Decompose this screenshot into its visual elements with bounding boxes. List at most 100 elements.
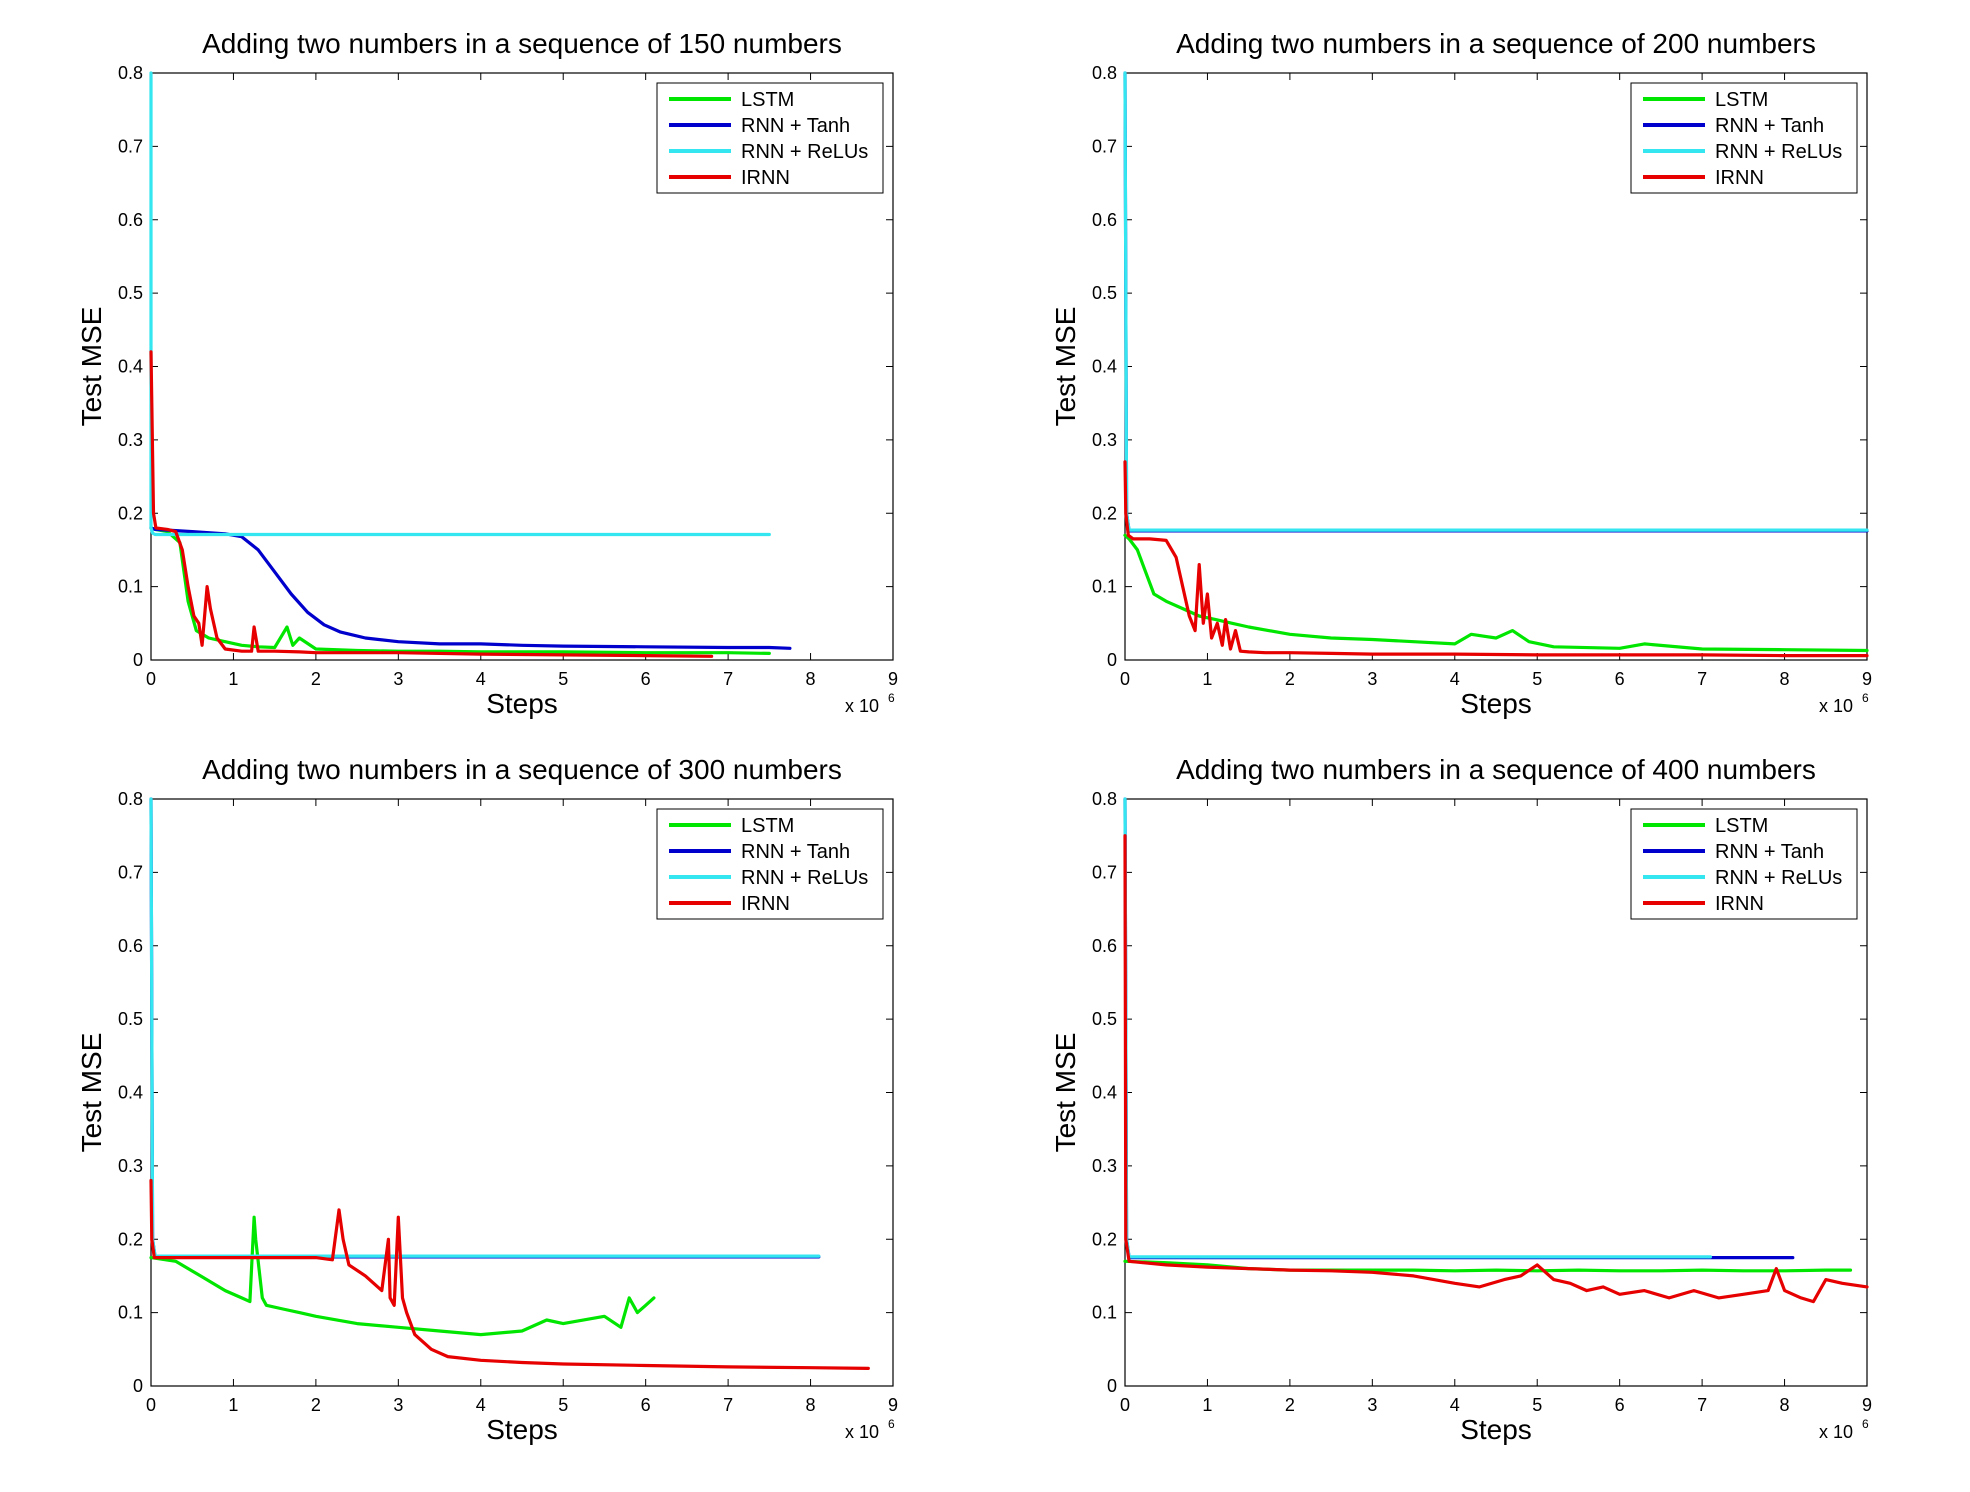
x-multiplier: x 10 — [845, 1422, 879, 1442]
series-line-lstm — [149, 1215, 656, 1337]
y-tick-label: 0.6 — [1092, 936, 1117, 956]
legend-box — [656, 808, 884, 920]
y-tick-label: 0.8 — [1092, 789, 1117, 809]
y-tick-label: 0.1 — [1092, 577, 1117, 597]
chart-title: Adding two numbers in a sequence of 400 … — [1176, 754, 1816, 785]
x-multiplier: x 10 — [1819, 696, 1853, 716]
x-tick-label: 4 — [476, 669, 486, 689]
legend-label: RNN + ReLUs — [741, 141, 868, 163]
y-tick-label: 0.4 — [118, 357, 143, 377]
y-tick-label: 0.6 — [118, 210, 143, 230]
chart-title: Adding two numbers in a sequence of 300 … — [202, 754, 842, 785]
x-tick-label: 5 — [1532, 669, 1542, 689]
y-tick-label: 0.3 — [1092, 430, 1117, 450]
y-tick-label: 0.2 — [1092, 503, 1117, 523]
x-tick-label: 8 — [1780, 1395, 1790, 1415]
y-tick-label: 0.7 — [1092, 136, 1117, 156]
legend-label: RNN + Tanh — [741, 841, 850, 863]
legend-label: RNN + Tanh — [741, 115, 850, 137]
x-tick-label: 9 — [1862, 669, 1872, 689]
y-axis-label: Test MSE — [1050, 307, 1081, 427]
x-tick-label: 1 — [228, 1395, 238, 1415]
x-multiplier-exponent: 6 — [888, 1417, 895, 1431]
y-tick-label: 0.3 — [1092, 1156, 1117, 1176]
legend: LSTM RNN + Tanh RNN + ReLUs IRNN — [1630, 82, 1858, 194]
y-tick-label: 0.7 — [118, 136, 143, 156]
y-tick-label: 0.6 — [1092, 210, 1117, 230]
legend-label: RNN + Tanh — [1715, 115, 1824, 137]
series-line-irnn — [149, 350, 714, 658]
y-axis-label: Test MSE — [76, 307, 107, 427]
y-axis-label: Test MSE — [76, 1033, 107, 1153]
y-tick-label: 0 — [1107, 650, 1117, 670]
x-tick-label: 7 — [723, 669, 733, 689]
y-tick-label: 0.5 — [118, 1009, 143, 1029]
x-tick-label: 3 — [1367, 669, 1377, 689]
legend-box — [1630, 808, 1858, 920]
x-tick-label: 9 — [888, 669, 898, 689]
series-line-rnn-relus — [149, 71, 771, 537]
panel-seq-200: 0 1 2 3 4 5 6 7 8 9 0 0.1 0.2 0.3 0.4 0.5 0.6 0.7 0.8 Addin… — [1050, 28, 1872, 719]
x-multiplier-exponent: 6 — [1862, 1417, 1869, 1431]
x-tick-label: 5 — [1532, 1395, 1542, 1415]
x-multiplier-exponent: 6 — [888, 691, 895, 705]
x-tick-label: 1 — [1202, 1395, 1212, 1415]
x-tick-label: 8 — [806, 1395, 816, 1415]
y-tick-label: 0.3 — [118, 1156, 143, 1176]
x-tick-label: 3 — [393, 1395, 403, 1415]
x-tick-label: 7 — [1697, 1395, 1707, 1415]
y-tick-label: 0.6 — [118, 936, 143, 956]
x-tick-label: 9 — [888, 1395, 898, 1415]
x-axis-label: Steps — [1460, 688, 1532, 719]
x-tick-label: 5 — [558, 1395, 568, 1415]
y-tick-label: 0.2 — [118, 503, 143, 523]
x-tick-label: 6 — [1615, 669, 1625, 689]
x-axis-label: Steps — [486, 1414, 558, 1445]
x-tick-label: 0 — [146, 669, 156, 689]
y-tick-label: 0.4 — [118, 1083, 143, 1103]
y-tick-label: 0 — [1107, 1376, 1117, 1396]
legend-label: RNN + ReLUs — [1715, 141, 1842, 163]
y-tick-label: 0.7 — [1092, 862, 1117, 882]
x-tick-label: 1 — [1202, 669, 1212, 689]
y-tick-label: 0.4 — [1092, 1083, 1117, 1103]
chart-title: Adding two numbers in a sequence of 150 … — [202, 28, 842, 59]
y-tick-label: 0.5 — [1092, 1009, 1117, 1029]
x-tick-label: 3 — [393, 669, 403, 689]
series-line-irnn — [1123, 460, 1869, 658]
legend-box — [656, 82, 884, 194]
legend-label: LSTM — [741, 815, 794, 837]
legend-label: IRNN — [741, 167, 790, 189]
legend-label: RNN + ReLUs — [741, 867, 868, 889]
x-tick-label: 2 — [1285, 669, 1295, 689]
y-tick-label: 0.1 — [1092, 1303, 1117, 1323]
legend-label: IRNN — [1715, 167, 1764, 189]
y-tick-label: 0.2 — [1092, 1229, 1117, 1249]
y-tick-label: 0.2 — [118, 1229, 143, 1249]
x-tick-label: 7 — [723, 1395, 733, 1415]
x-tick-label: 4 — [1450, 669, 1460, 689]
legend-label: LSTM — [741, 89, 794, 111]
series-line-lstm — [149, 526, 771, 656]
x-tick-label: 6 — [641, 1395, 651, 1415]
y-tick-label: 0.8 — [118, 63, 143, 83]
x-tick-label: 5 — [558, 669, 568, 689]
x-tick-label: 0 — [1120, 669, 1130, 689]
chart-title: Adding two numbers in a sequence of 200 … — [1176, 28, 1816, 59]
x-tick-label: 2 — [311, 1395, 321, 1415]
x-axis-label: Steps — [1460, 1414, 1532, 1445]
series-line-lstm — [1123, 533, 1869, 653]
legend-label: IRNN — [741, 893, 790, 915]
y-tick-label: 0 — [133, 650, 143, 670]
x-tick-label: 6 — [1615, 1395, 1625, 1415]
panel-seq-400: 0 1 2 3 4 5 6 7 8 9 0 0.1 0.2 0.3 0.4 0.5 0.6 0.7 0.8 Addin… — [1050, 754, 1872, 1445]
legend: LSTM RNN + Tanh RNN + ReLUs IRNN — [656, 82, 884, 194]
x-multiplier-exponent: 6 — [1862, 691, 1869, 705]
x-tick-label: 2 — [311, 669, 321, 689]
legend: LSTM RNN + Tanh RNN + ReLUs IRNN — [656, 808, 884, 920]
y-axis-label: Test MSE — [1050, 1033, 1081, 1153]
y-tick-label: 0.8 — [1092, 63, 1117, 83]
legend-label: RNN + Tanh — [1715, 841, 1824, 863]
x-tick-label: 2 — [1285, 1395, 1295, 1415]
x-tick-label: 1 — [228, 669, 238, 689]
